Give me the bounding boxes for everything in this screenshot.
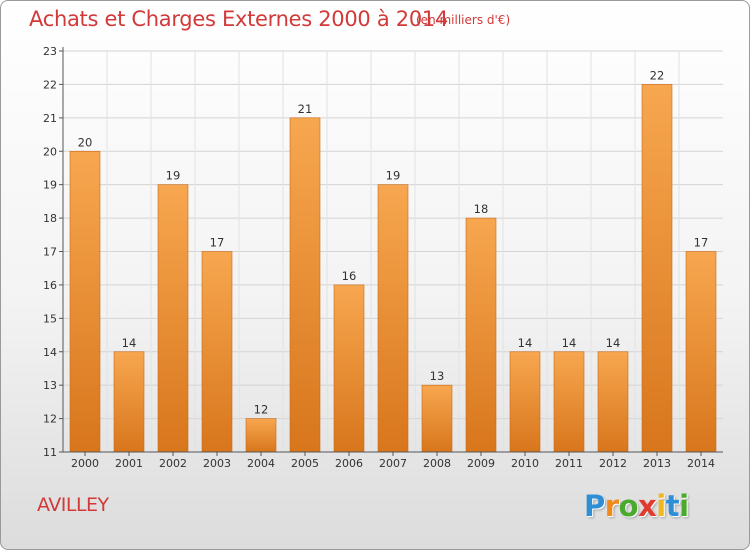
labels: 11 12 13 14 15 16 17 18 19 20 21 22 23 20 2000 14 2001 19… <box>43 45 715 470</box>
logo-letter: o <box>618 489 639 523</box>
bar <box>245 418 277 453</box>
y-tick-label: 23 <box>43 45 57 58</box>
chart-title: Achats et Charges Externes 2000 à 2014 <box>29 7 449 31</box>
bar <box>377 184 409 453</box>
x-tick-label: 2010 <box>511 457 539 470</box>
bar <box>685 251 717 453</box>
bar <box>201 251 233 453</box>
bar-value-label: 13 <box>430 369 445 383</box>
bar-value-label: 14 <box>562 336 577 350</box>
bar-value-label: 19 <box>166 169 181 183</box>
x-tick-label: 2009 <box>467 457 495 470</box>
bar-value-label: 20 <box>78 135 93 149</box>
bar <box>333 284 365 453</box>
x-tick-label: 2001 <box>115 457 143 470</box>
axes <box>59 47 723 456</box>
y-tick-label: 18 <box>43 212 57 225</box>
x-tick-label: 2012 <box>599 457 627 470</box>
y-tick-label: 15 <box>43 312 57 325</box>
bar <box>553 351 585 453</box>
bar <box>465 217 497 453</box>
bar-value-label: 14 <box>518 336 533 350</box>
bar <box>69 150 101 453</box>
x-tick-label: 2007 <box>379 457 407 470</box>
y-tick-label: 14 <box>43 346 57 359</box>
bar-value-label: 17 <box>694 236 709 250</box>
x-tick-label: 2013 <box>643 457 671 470</box>
y-tick-label: 17 <box>43 246 57 259</box>
y-tick-label: 20 <box>43 145 57 158</box>
x-tick-label: 2014 <box>687 457 715 470</box>
x-tick-label: 2006 <box>335 457 363 470</box>
logo-letter: t <box>665 489 680 523</box>
bar <box>597 351 629 453</box>
y-tick-label: 19 <box>43 179 57 192</box>
logo-letter: i <box>656 489 666 523</box>
bar-value-label: 21 <box>298 102 313 116</box>
bar <box>289 117 321 453</box>
x-tick-label: 2004 <box>247 457 275 470</box>
bar <box>509 351 541 453</box>
bar-value-label: 22 <box>650 68 665 82</box>
y-tick-label: 11 <box>43 446 57 459</box>
bar-value-label: 14 <box>122 336 137 350</box>
y-tick-label: 13 <box>43 379 57 392</box>
bar-value-label: 19 <box>386 169 401 183</box>
bar-value-label: 17 <box>210 236 225 250</box>
proxiti-logo: Proxiti <box>584 489 689 523</box>
y-tick-label: 22 <box>43 78 57 91</box>
y-tick-label: 16 <box>43 279 57 292</box>
bar <box>421 384 453 453</box>
x-tick-label: 2002 <box>159 457 187 470</box>
x-tick-label: 2011 <box>555 457 583 470</box>
y-tick-label: 21 <box>43 112 57 125</box>
bar-value-label: 12 <box>254 403 269 417</box>
bar <box>641 84 673 453</box>
bar-value-label: 16 <box>342 269 357 283</box>
bar <box>157 184 189 453</box>
bar-value-label: 18 <box>474 202 489 216</box>
logo-letter: i <box>679 489 689 523</box>
x-tick-label: 2005 <box>291 457 319 470</box>
bar-value-label: 14 <box>606 336 621 350</box>
y-tick-label: 12 <box>43 413 57 426</box>
x-tick-label: 2000 <box>71 457 99 470</box>
chart-subtitle: (en milliers d'€) <box>416 13 511 27</box>
logo-letter: r <box>604 489 619 523</box>
city-name: AVILLEY <box>37 494 109 516</box>
x-tick-label: 2003 <box>203 457 231 470</box>
logo-letter: P <box>584 489 605 523</box>
logo-letter: x <box>638 489 657 523</box>
bar <box>113 351 145 453</box>
x-tick-label: 2008 <box>423 457 451 470</box>
bars <box>69 84 717 453</box>
